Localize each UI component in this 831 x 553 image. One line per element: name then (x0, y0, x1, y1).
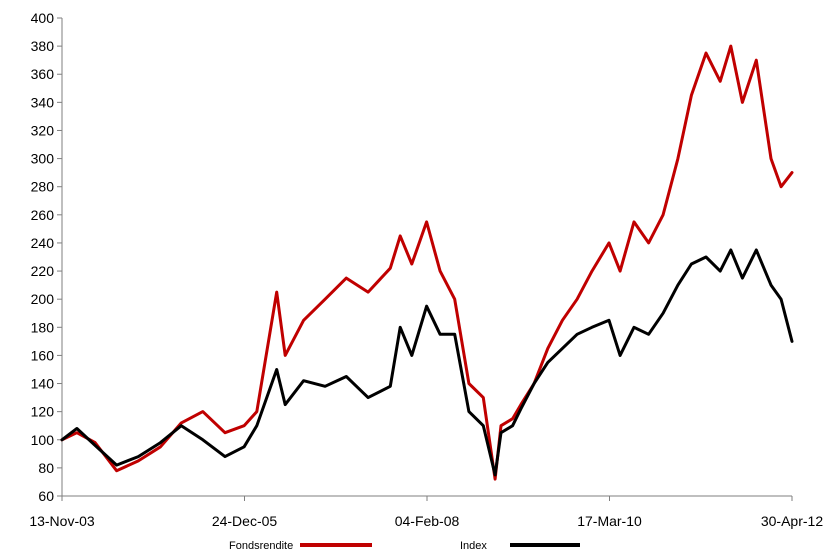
y-tick-label: 400 (31, 10, 55, 26)
series-lines (60, 44, 794, 481)
y-tick-label: 240 (31, 235, 55, 251)
y-tick-label: 260 (31, 207, 55, 223)
y-axis: 60 80 100 120 140 160 180 200 220 240 260 280 300 320… (31, 10, 63, 504)
y-tick-label: 80 (38, 460, 54, 476)
y-tick-label: 160 (31, 347, 55, 363)
x-axis: 13-Nov-03 24-Dec-05 04-Feb-08 17-Mar-10 30-A… (29, 495, 823, 529)
y-tick-label: 140 (31, 376, 55, 392)
y-tick-label: 100 (31, 432, 55, 448)
y-tick-label: 60 (38, 488, 54, 504)
y-tick-label: 280 (31, 179, 55, 195)
x-tick-label: 13-Nov-03 (29, 513, 95, 529)
legend-label-fondsrendite: Fondsrendite (229, 540, 293, 552)
y-tick-label: 200 (31, 291, 55, 307)
x-tick-label: 24-Dec-05 (212, 513, 278, 529)
legend-label-index: Index (460, 540, 487, 552)
x-tick-label: 30-Apr-12 (761, 513, 823, 529)
y-tick-label: 360 (31, 66, 55, 82)
y-tick-label: 380 (31, 38, 55, 54)
y-tick-label: 320 (31, 122, 55, 138)
y-tick-label: 220 (31, 263, 55, 279)
y-tick-label: 180 (31, 319, 55, 335)
x-tick-label: 17-Mar-10 (577, 513, 642, 529)
y-tick-label: 120 (31, 404, 55, 420)
y-tick-label: 340 (31, 94, 55, 110)
series-line-fondsrendite (60, 44, 794, 481)
legend: Fondsrendite Index (229, 540, 580, 552)
y-tick-label: 300 (31, 151, 55, 167)
series-line-index (60, 248, 794, 477)
x-tick-label: 04-Feb-08 (395, 513, 460, 529)
